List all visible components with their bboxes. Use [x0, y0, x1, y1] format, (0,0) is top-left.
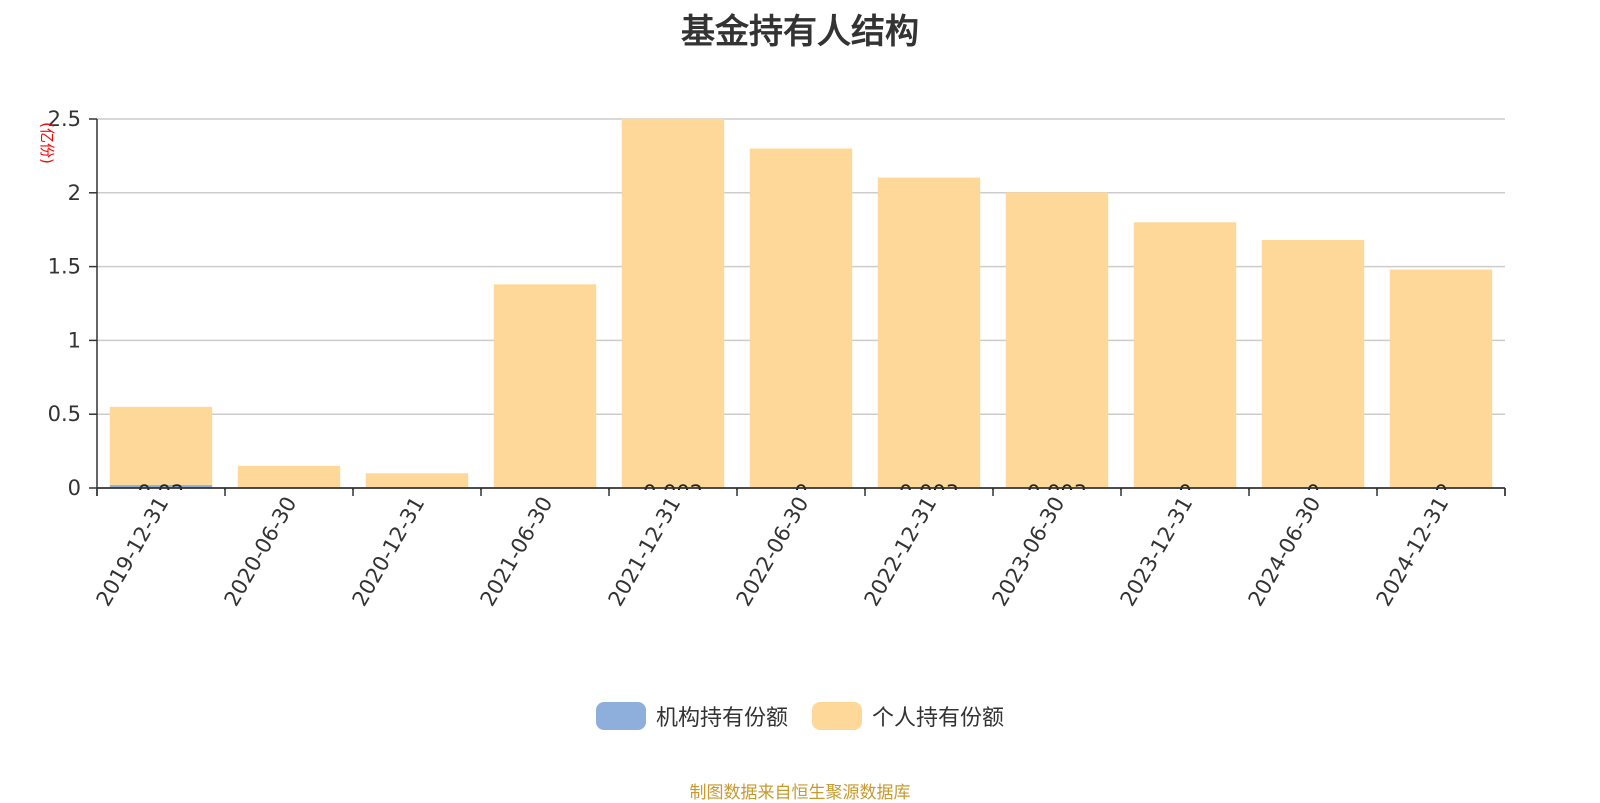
x-tick-label: 2020-12-31: [348, 493, 430, 611]
bar-individual: [494, 284, 596, 488]
x-tick-label: 2021-06-30: [476, 493, 558, 611]
bar-individual: [878, 178, 980, 488]
x-tick-label: 2022-12-31: [860, 493, 942, 611]
x-tick-label: 2024-06-30: [1244, 493, 1326, 611]
x-tick-label: 2019-12-31: [92, 493, 174, 611]
x-tick-label: 2020-06-30: [220, 493, 302, 611]
legend-label-institutional: 机构持有份额: [656, 700, 788, 732]
bar-chart: 00.511.522.5(亿份)0.020.00200.0030.0030002…: [0, 0, 1600, 700]
legend-swatch-institutional: [596, 702, 646, 730]
bar-individual: [110, 407, 212, 485]
x-tick-label: 2023-06-30: [988, 493, 1070, 611]
y-tick-label: 0: [68, 476, 81, 500]
legend-label-individual: 个人持有份额: [872, 700, 1004, 732]
legend: 机构持有份额 个人持有份额: [0, 700, 1600, 732]
bar-individual: [366, 473, 468, 488]
y-axis-label: (亿份): [38, 122, 56, 164]
bar-individual: [1134, 222, 1236, 488]
source-note: 制图数据来自恒生聚源数据库: [0, 778, 1600, 803]
bar-individual: [1390, 270, 1492, 488]
y-tick-label: 1.5: [48, 255, 81, 279]
legend-item-individual[interactable]: 个人持有份额: [812, 700, 1004, 732]
legend-item-institutional[interactable]: 机构持有份额: [596, 700, 788, 732]
y-tick-label: 2: [68, 181, 81, 205]
x-tick-label: 2024-12-31: [1372, 493, 1454, 611]
legend-swatch-individual: [812, 702, 862, 730]
bar-individual: [622, 119, 724, 488]
x-tick-label: 2022-06-30: [732, 493, 814, 611]
x-tick-label: 2021-12-31: [604, 493, 686, 611]
bar-individual: [1006, 192, 1108, 487]
y-tick-label: 0.5: [48, 402, 81, 426]
bar-individual: [1262, 240, 1364, 488]
x-tick-label: 2023-12-31: [1116, 493, 1198, 611]
bar-individual: [750, 149, 852, 488]
y-tick-label: 1: [68, 328, 81, 352]
bar-individual: [238, 466, 340, 488]
